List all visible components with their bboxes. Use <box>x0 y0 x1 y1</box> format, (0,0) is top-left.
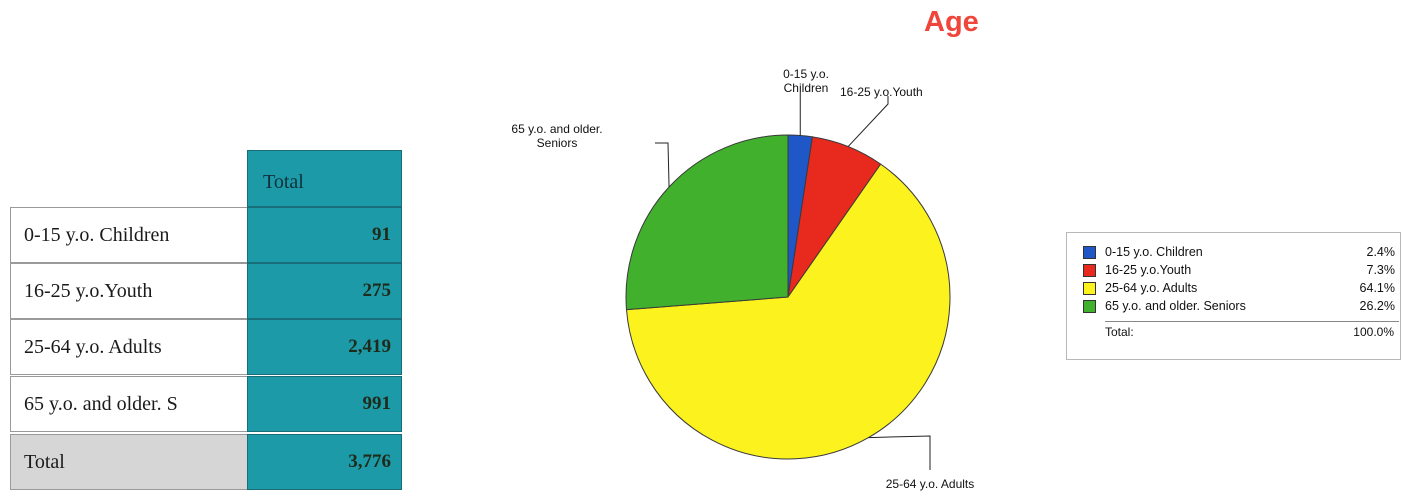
row-value: 991 <box>247 376 402 432</box>
table-header-total: Total <box>247 150 402 207</box>
slice-label-children: 0-15 y.o. Children <box>783 67 829 95</box>
slice-label-adults: 25-64 y.o. Adults <box>886 477 975 491</box>
legend-item: 65 y.o. and older. Seniors 26.2% <box>1083 298 1395 316</box>
slice-label-seniors: 65 y.o. and older. Seniors <box>511 122 602 150</box>
legend-swatch <box>1083 264 1096 277</box>
legend-item: 25-64 y.o. Adults 64.1% <box>1083 280 1395 298</box>
legend-percent: 64.1% <box>1359 281 1395 295</box>
leader-seniors <box>655 142 670 188</box>
table-row: 16-25 y.o.Youth 275 <box>10 263 402 319</box>
leader-youth <box>847 96 889 147</box>
table-row: 25-64 y.o. Adults 2,419 <box>10 319 402 375</box>
legend-label: 25-64 y.o. Adults <box>1105 281 1198 295</box>
row-label: 25-64 y.o. Adults <box>10 319 247 375</box>
legend-label: 65 y.o. and older. Seniors <box>1105 299 1246 313</box>
label-leaders <box>655 92 931 470</box>
legend-total-value: 100.0% <box>1353 325 1394 339</box>
legend-swatch <box>1083 246 1096 259</box>
legend-total-label: Total: <box>1105 325 1134 339</box>
pie-chart: 0-15 y.o. Children 16-25 y.o.Youth 25-64 y.… <box>511 67 974 491</box>
row-value: 91 <box>247 207 402 263</box>
legend-label: 0-15 y.o. Children <box>1105 245 1203 259</box>
legend-item: 0-15 y.o. Children 2.4% <box>1083 244 1395 262</box>
slice-label-youth: 16-25 y.o.Youth <box>840 85 923 99</box>
row-label: Total <box>10 434 247 490</box>
chart-title: Age <box>924 6 979 38</box>
row-value: 3,776 <box>247 434 402 490</box>
row-label: 0-15 y.o. Children <box>10 207 247 263</box>
slice-adults <box>625 163 951 460</box>
legend-percent: 2.4% <box>1366 245 1396 259</box>
leader-adults <box>868 435 931 470</box>
row-value: 275 <box>247 263 402 319</box>
legend-item: 16-25 y.o.Youth 7.3% <box>1083 262 1395 280</box>
data-table: Total 0-15 y.o. Children 91 16-25 y.o.Yo… <box>10 150 402 492</box>
row-value: 2,419 <box>247 319 402 375</box>
legend-label: 16-25 y.o.Youth <box>1105 263 1192 277</box>
legend-percent: 7.3% <box>1366 263 1396 277</box>
table-row: 0-15 y.o. Children 91 <box>10 207 402 263</box>
row-label: 16-25 y.o.Youth <box>10 263 247 319</box>
legend-swatch <box>1083 282 1096 295</box>
table-row: 65 y.o. and older. S 991 <box>10 376 402 432</box>
row-label: 65 y.o. and older. S <box>10 376 247 432</box>
slice-labels: 0-15 y.o. Children 16-25 y.o.Youth 25-64 y.… <box>511 67 974 491</box>
table-row-total: Total 3,776 <box>10 434 402 490</box>
legend-swatch <box>1083 300 1096 313</box>
chart-legend: 0-15 y.o. Children 2.4% 16-25 y.o.Youth … <box>1066 232 1401 360</box>
legend-divider <box>1105 321 1399 322</box>
pie-slices <box>625 134 951 460</box>
legend-percent: 26.2% <box>1359 299 1395 313</box>
slice-seniors <box>625 134 789 311</box>
